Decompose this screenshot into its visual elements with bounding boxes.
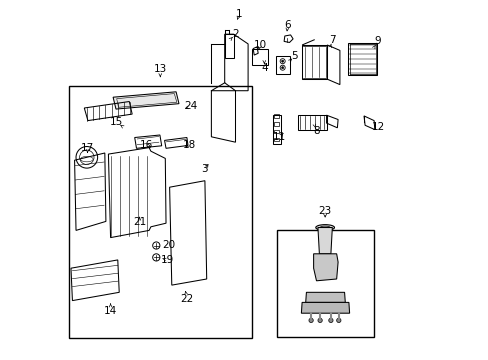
Polygon shape xyxy=(317,228,332,254)
Text: 13: 13 xyxy=(153,64,166,74)
Circle shape xyxy=(281,60,283,62)
Bar xyxy=(273,122,279,126)
Text: 2: 2 xyxy=(232,29,238,39)
Text: 12: 12 xyxy=(371,122,384,132)
Text: 15: 15 xyxy=(110,117,123,127)
Text: 5: 5 xyxy=(291,51,298,61)
Circle shape xyxy=(308,318,313,323)
Text: 14: 14 xyxy=(104,306,117,316)
Text: 16: 16 xyxy=(140,140,153,150)
Text: 17: 17 xyxy=(81,143,94,153)
Bar xyxy=(273,114,279,118)
Text: 1: 1 xyxy=(235,9,242,19)
Circle shape xyxy=(281,67,283,69)
Text: 8: 8 xyxy=(312,126,319,136)
Text: 19: 19 xyxy=(160,255,173,265)
Text: 23: 23 xyxy=(318,206,331,216)
Ellipse shape xyxy=(320,226,329,229)
Text: 20: 20 xyxy=(162,240,175,250)
Bar xyxy=(276,230,373,337)
Polygon shape xyxy=(313,254,337,281)
Polygon shape xyxy=(301,302,349,313)
Circle shape xyxy=(328,318,332,323)
Text: 6: 6 xyxy=(284,20,290,30)
Text: 7: 7 xyxy=(329,35,335,45)
Text: 24: 24 xyxy=(184,101,198,111)
Text: 4: 4 xyxy=(261,63,267,73)
Text: 10: 10 xyxy=(253,40,266,50)
Polygon shape xyxy=(113,92,179,109)
Text: 3: 3 xyxy=(201,164,208,174)
Circle shape xyxy=(336,318,340,323)
Text: 11: 11 xyxy=(273,132,286,142)
Text: 18: 18 xyxy=(183,140,196,150)
Bar xyxy=(69,86,252,338)
Text: 9: 9 xyxy=(374,36,380,46)
Bar xyxy=(273,138,279,141)
Polygon shape xyxy=(305,292,345,302)
Ellipse shape xyxy=(315,225,334,230)
Text: 22: 22 xyxy=(180,294,193,304)
Bar xyxy=(273,130,279,134)
Circle shape xyxy=(317,318,322,323)
Text: 21: 21 xyxy=(132,217,146,227)
